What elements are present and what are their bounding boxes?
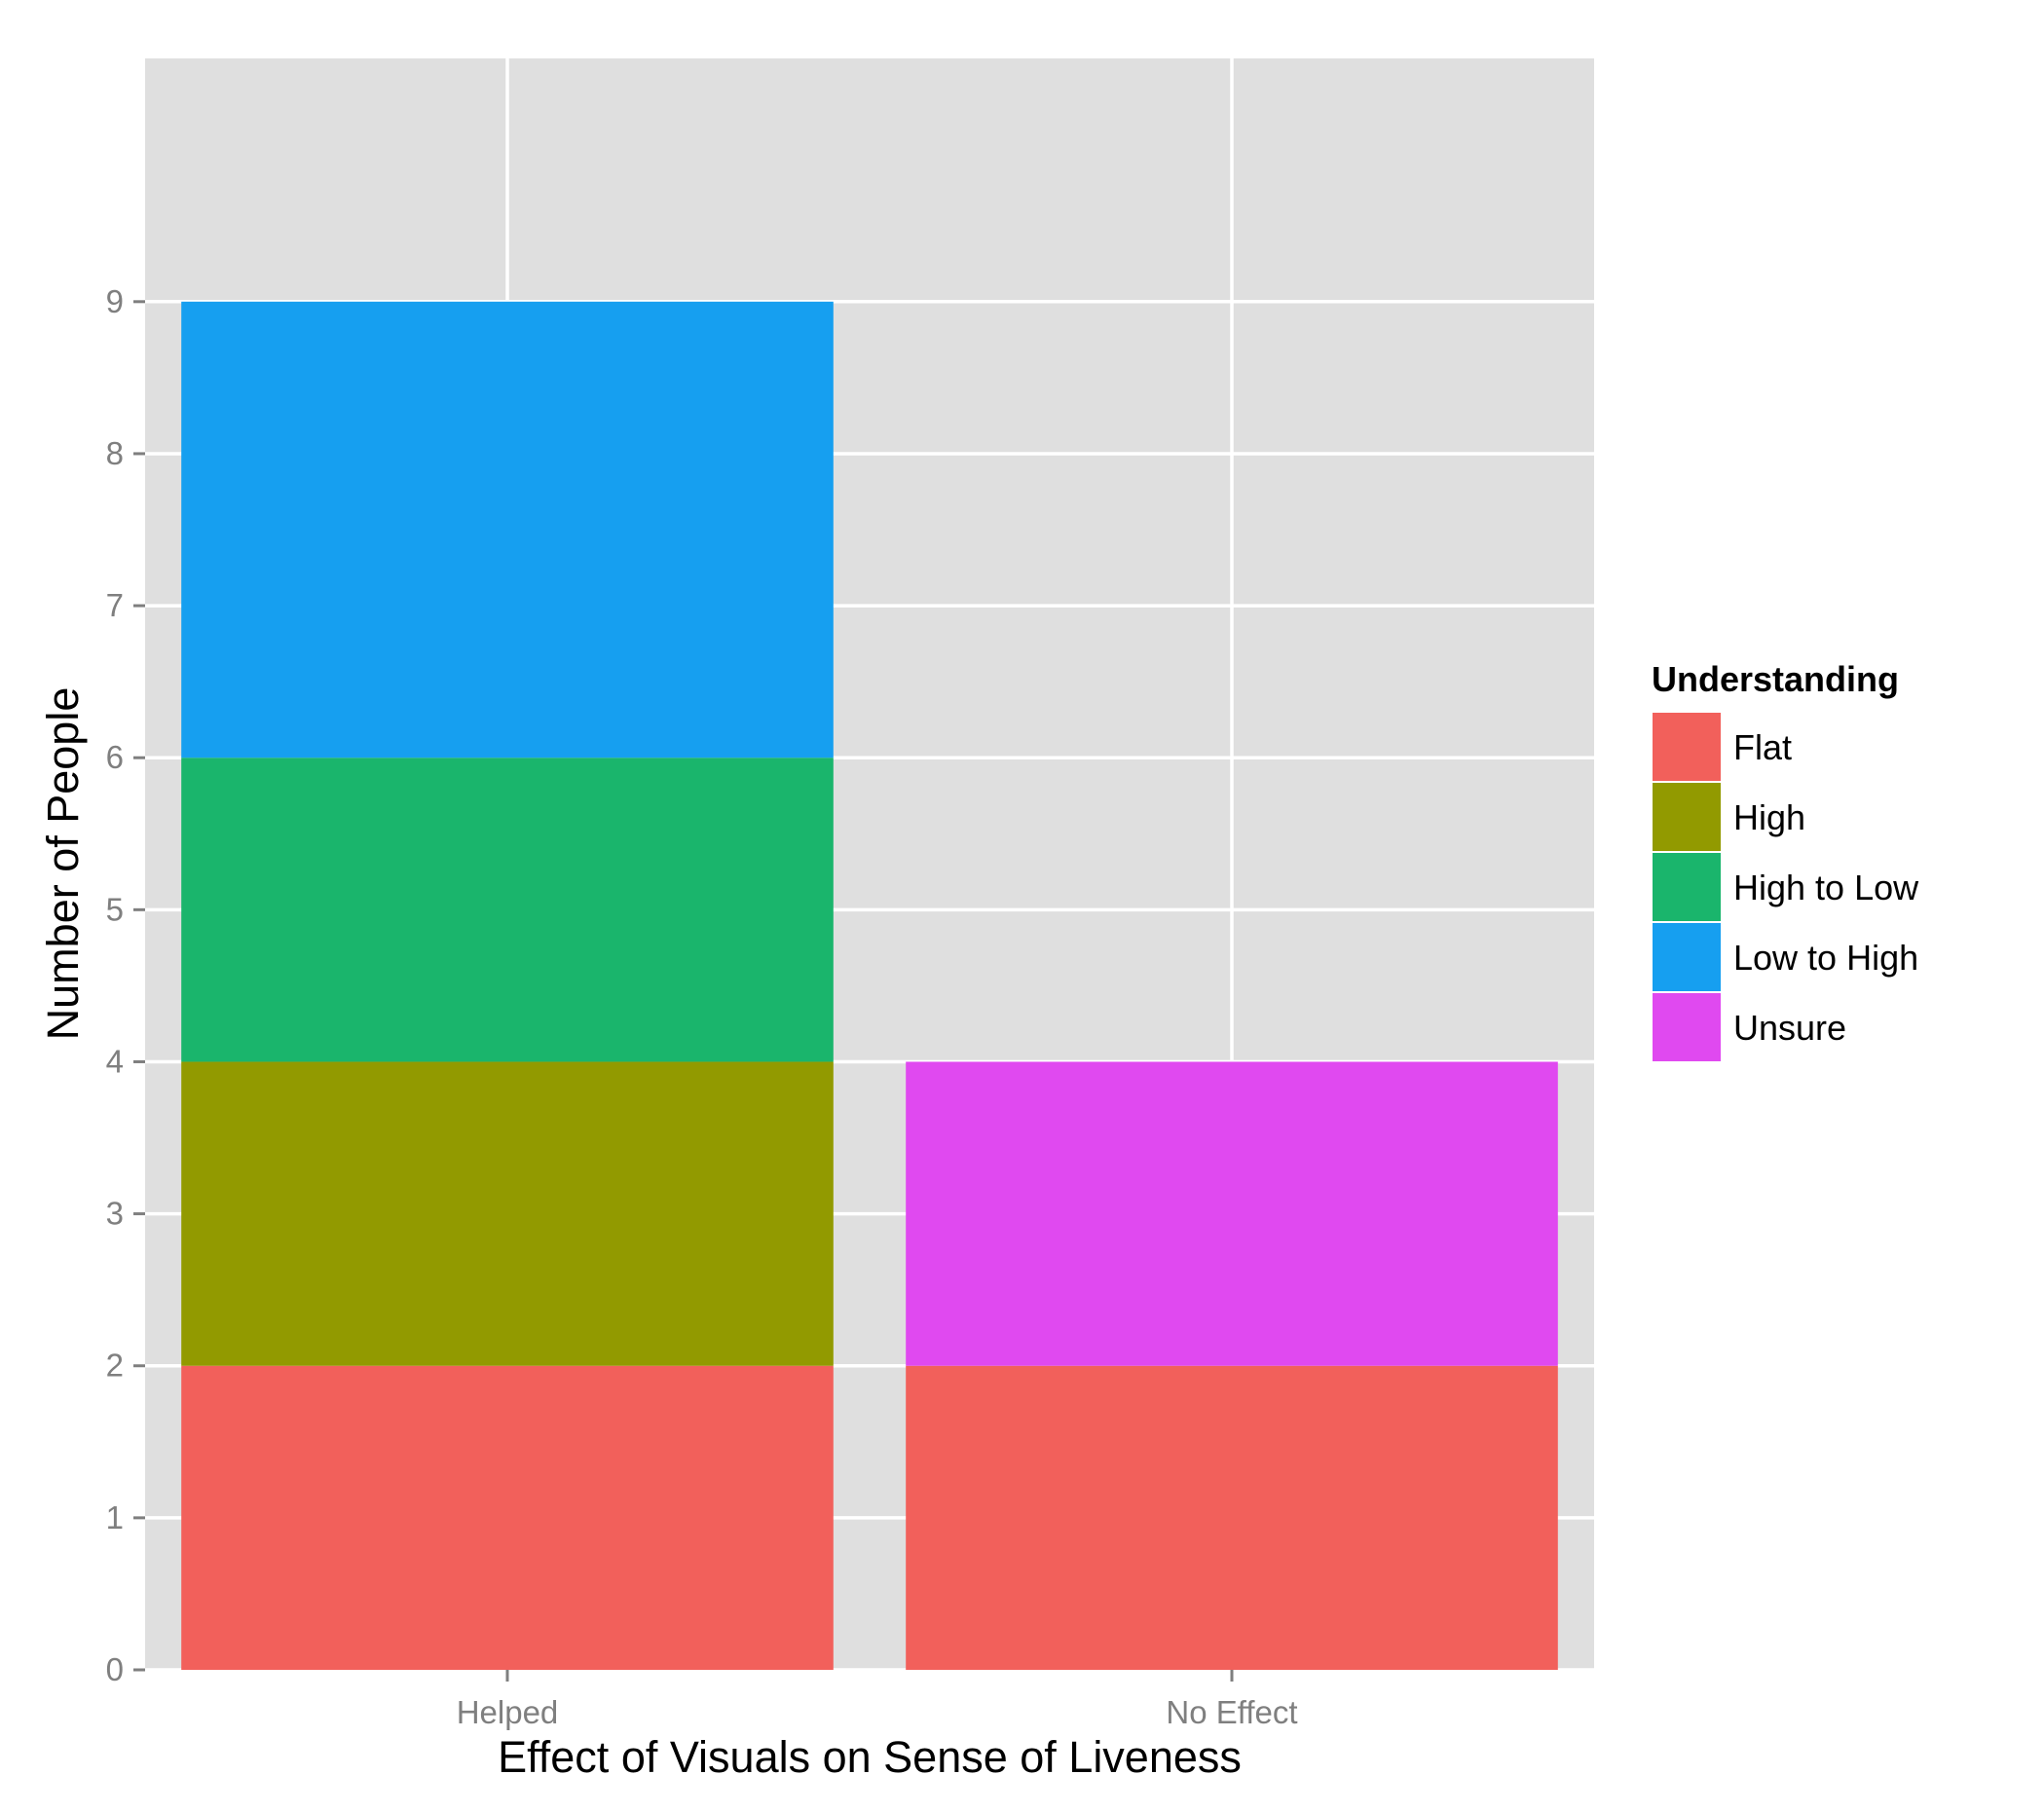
x-tick-label: Helped bbox=[457, 1694, 559, 1730]
bar-segment bbox=[181, 1061, 834, 1366]
legend-label: Low to High bbox=[1733, 938, 1918, 978]
legend-key bbox=[1651, 991, 1723, 1063]
legend-label: Unsure bbox=[1733, 1008, 1846, 1048]
y-tick-label: 5 bbox=[106, 891, 124, 927]
y-axis-title: Number of People bbox=[38, 687, 88, 1041]
bar-segment bbox=[181, 1365, 834, 1670]
legend-title: Understanding bbox=[1652, 659, 1899, 699]
legend-label: High bbox=[1733, 797, 1805, 837]
y-tick-label: 3 bbox=[106, 1196, 124, 1232]
y-tick-label: 2 bbox=[106, 1348, 124, 1384]
bars bbox=[181, 301, 1558, 1670]
y-tick-label: 4 bbox=[106, 1043, 124, 1079]
y-axis: 0 1 2 3 4 5 6 7 8 9 bbox=[106, 283, 145, 1687]
x-axis-title: Effect of Visuals on Sense of Liveness bbox=[498, 1732, 1242, 1782]
x-axis: Helped No Effect bbox=[457, 1670, 1298, 1730]
legend: Understanding Flat High High to Low Low to … bbox=[1651, 659, 1919, 1063]
legend-label: High to Low bbox=[1733, 868, 1919, 907]
bar-segment bbox=[181, 301, 834, 758]
bar-segment bbox=[181, 758, 834, 1062]
legend-key bbox=[1651, 851, 1723, 923]
y-tick-label: 1 bbox=[106, 1499, 124, 1535]
y-tick-label: 8 bbox=[106, 435, 124, 471]
bar-segment bbox=[906, 1365, 1558, 1670]
y-tick-label: 6 bbox=[106, 739, 124, 775]
legend-label: Flat bbox=[1733, 727, 1792, 767]
legend-key bbox=[1651, 921, 1723, 993]
bar-segment bbox=[906, 1061, 1558, 1366]
legend-key bbox=[1651, 711, 1723, 783]
legend-key bbox=[1651, 781, 1723, 853]
y-tick-label: 7 bbox=[106, 587, 124, 623]
x-tick-label: No Effect bbox=[1166, 1694, 1297, 1730]
y-tick-label: 0 bbox=[106, 1651, 124, 1687]
y-tick-label: 9 bbox=[106, 283, 124, 319]
